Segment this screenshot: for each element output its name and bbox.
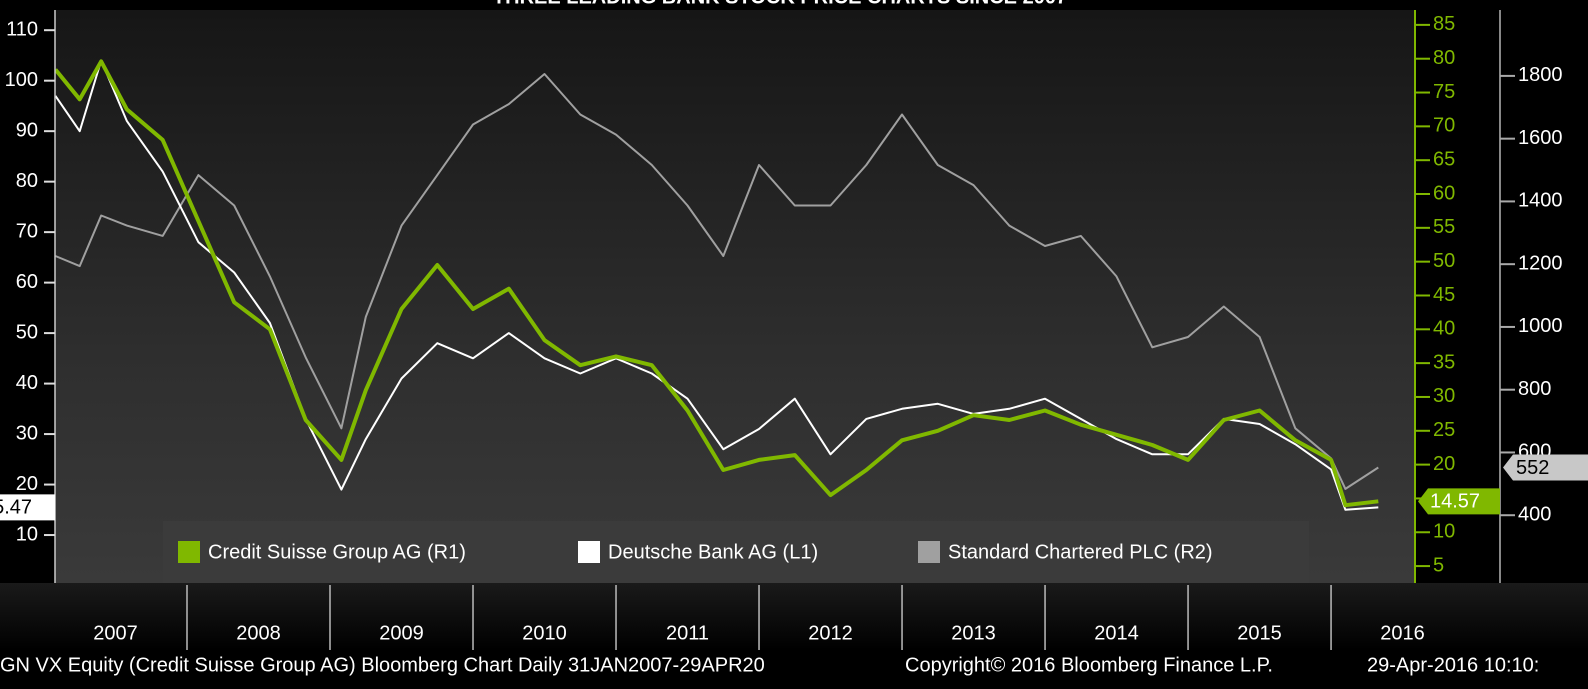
y2-tick-label: 25 [1433, 419, 1455, 441]
legend [163, 521, 1309, 583]
y2-tick-label: 45 [1433, 284, 1455, 306]
footer-source: GN VX Equity (Credit Suisse Group AG) Bl… [0, 654, 765, 676]
y-tick-label: 10 [16, 523, 38, 545]
x-tick-label: 2015 [1237, 622, 1282, 644]
series-line [55, 59, 1379, 508]
legend-label: Deutsche Bank AG (L1) [608, 541, 818, 563]
x-tick-label: 2013 [951, 622, 996, 644]
last-value-label: 15.47 [0, 497, 32, 519]
y2-tick-label: 30 [1433, 385, 1455, 407]
y2-tick-label: 20 [1433, 453, 1455, 475]
y2-tick-label: 10 [1433, 521, 1455, 543]
y3-tick-label: 800 [1518, 378, 1551, 400]
x-tick-label: 2014 [1094, 622, 1139, 644]
y3-tick-label: 1000 [1518, 315, 1563, 337]
last-value-box [1503, 454, 1588, 481]
y-tick-label: 30 [16, 422, 38, 444]
last-value-box [1418, 488, 1500, 515]
y-tick-label: 110 [6, 18, 38, 40]
legend-swatch [918, 541, 940, 563]
y-tick-label: 60 [16, 271, 38, 293]
legend-label: Standard Chartered PLC (R2) [948, 541, 1213, 563]
legend-label: Credit Suisse Group AG (R1) [208, 541, 466, 563]
y-tick-label: 40 [16, 372, 38, 394]
y-tick-label: 90 [16, 119, 38, 141]
plot-background [55, 10, 1415, 583]
x-tick-label: 2007 [93, 622, 138, 644]
last-value-label: 552 [1516, 457, 1549, 479]
y3-tick-label: 1600 [1518, 127, 1563, 149]
y3-tick-label: 1400 [1518, 190, 1563, 212]
y2-tick-label: 65 [1433, 148, 1455, 170]
last-value-label: 14.57 [1430, 491, 1480, 513]
x-tick-label: 2009 [379, 622, 424, 644]
y2-tick-label: 55 [1433, 216, 1455, 238]
y3-tick-label: 400 [1518, 504, 1551, 526]
y2-tick-label: 5 [1433, 554, 1444, 576]
x-tick-label: 2011 [666, 622, 709, 644]
y2-tick-label: 60 [1433, 182, 1455, 204]
legend-swatch [578, 541, 600, 563]
legend-swatch [178, 541, 200, 563]
y-tick-label: 50 [16, 321, 38, 343]
chart-title: THREE LEADING BANK STOCK PRICE CHARTS SI… [493, 0, 1067, 8]
y2-tick-label: 85 [1433, 13, 1455, 35]
x-tick-label: 2010 [522, 622, 567, 644]
y2-tick-label: 50 [1433, 250, 1455, 272]
x-axis-band [0, 583, 1588, 650]
y2-tick-label: 40 [1433, 318, 1455, 340]
y3-tick-label: 1200 [1518, 252, 1563, 274]
y-tick-label: 70 [16, 220, 38, 242]
series-line [55, 73, 1379, 490]
lines [55, 59, 1379, 511]
last-value-box [0, 494, 55, 521]
y3-tick-label: 1800 [1518, 64, 1563, 86]
y-tick-label: 100 [5, 69, 38, 91]
x-tick-label: 2012 [808, 622, 853, 644]
footer-copyright: Copyright© 2016 Bloomberg Finance L.P. [905, 654, 1273, 676]
footer-date: 29-Apr-2016 10:10: [1367, 654, 1539, 676]
x-tick-label: 2008 [236, 622, 281, 644]
y2-tick-label: 80 [1433, 47, 1455, 69]
y2-tick-label: 75 [1433, 81, 1455, 103]
y-tick-label: 80 [16, 170, 38, 192]
x-tick-label: 2016 [1380, 622, 1425, 644]
y2-tick-label: 35 [1433, 351, 1455, 373]
y2-tick-label: 70 [1433, 115, 1455, 137]
y-tick-label: 20 [16, 473, 38, 495]
